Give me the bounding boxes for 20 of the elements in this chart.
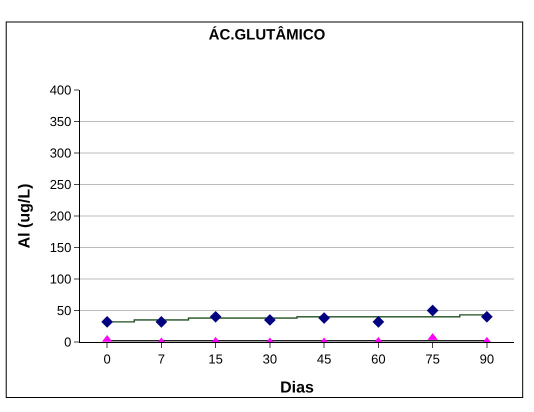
y-tick-label: 0 — [64, 334, 72, 350]
y-tick-label: 300 — [50, 146, 72, 161]
x-tick-label: 75 — [425, 352, 440, 367]
y-tick-label: 200 — [50, 208, 72, 224]
y-tick-label: 150 — [50, 240, 72, 256]
chart-title: ÁC.GLUTÂMICO — [208, 25, 326, 44]
y-tick-label: 50 — [56, 303, 72, 318]
y-tick-label: 350 — [50, 114, 72, 130]
x-tick-label: 45 — [316, 352, 332, 367]
x-tick-label: 60 — [371, 352, 386, 367]
y-axis-title: Al (ug/L) — [16, 184, 34, 248]
y-tick-label: 250 — [50, 177, 72, 192]
x-tick-label: 30 — [262, 352, 278, 367]
x-tick-label: 7 — [158, 352, 165, 367]
y-tick-label: 100 — [50, 272, 72, 287]
y-tick-label: 400 — [50, 82, 72, 98]
x-tick-label: 90 — [480, 352, 494, 367]
x-tick-label: 0 — [104, 352, 111, 367]
x-tick-label: 15 — [208, 352, 223, 367]
x-axis-title: Dias — [280, 379, 314, 396]
